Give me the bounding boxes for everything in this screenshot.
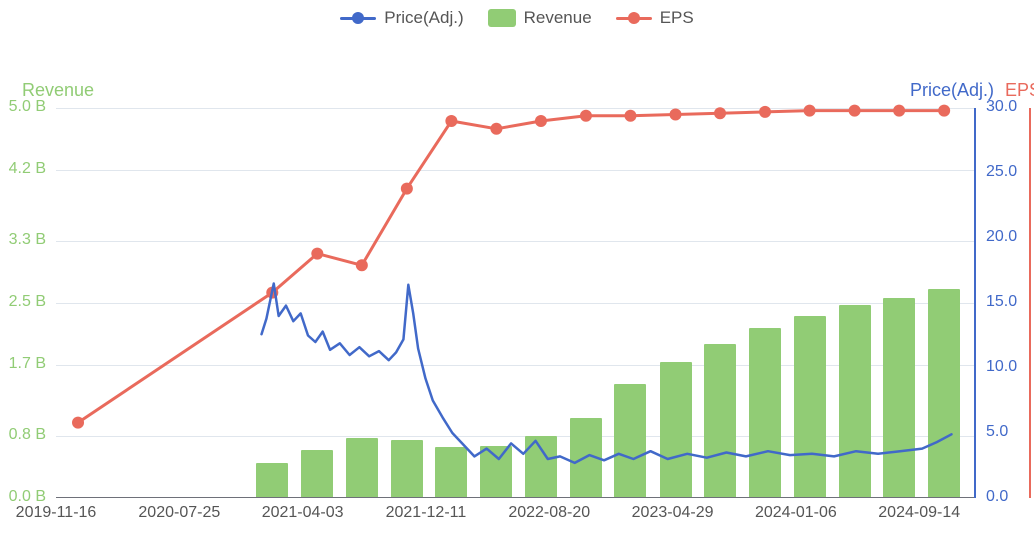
y-right-tick-label: 15.0 <box>986 293 1017 311</box>
y-left-tick-label: 5.0 B <box>9 98 46 116</box>
y-left-tick-label: 1.7 B <box>9 355 46 373</box>
legend-item-price[interactable]: Price(Adj.) <box>340 8 463 28</box>
legend-label: EPS <box>660 8 694 28</box>
x-tick-label: 2020-07-25 <box>138 504 220 522</box>
y-left-tick-label: 3.3 B <box>9 231 46 249</box>
eps-line-icon <box>616 17 652 20</box>
x-tick-label: 2019-11-16 <box>16 504 97 522</box>
x-tick-label: 2024-09-14 <box>878 504 960 522</box>
y-right-tick-label: 5.0 <box>986 423 1008 441</box>
x-tick-label: 2024-01-06 <box>755 504 837 522</box>
price-line-icon <box>340 17 376 20</box>
legend-label: Price(Adj.) <box>384 8 463 28</box>
x-labels: 2019-11-162020-07-252021-04-032021-12-11… <box>56 108 974 498</box>
x-tick-label: 2021-12-11 <box>386 504 467 522</box>
legend: Price(Adj.) Revenue EPS <box>0 8 1034 28</box>
x-tick-label: 2022-08-20 <box>508 504 590 522</box>
x-tick-label: 2023-04-29 <box>632 504 714 522</box>
revenue-bar-icon <box>488 9 516 27</box>
legend-label: Revenue <box>524 8 592 28</box>
y-left-tick-label: 2.5 B <box>9 293 46 311</box>
legend-item-eps[interactable]: EPS <box>616 8 694 28</box>
y-right-tick-label: 20.0 <box>986 228 1017 246</box>
y-left-tick-label: 0.8 B <box>9 426 46 444</box>
legend-item-revenue[interactable]: Revenue <box>488 8 592 28</box>
y-right-tick-label: 10.0 <box>986 358 1017 376</box>
x-axis-line <box>56 497 974 498</box>
y-right-tick-label: 30.0 <box>986 98 1017 116</box>
y-left-tick-label: 4.2 B <box>9 160 46 178</box>
y-right-tick-label: 25.0 <box>986 163 1017 181</box>
y-axis-title-price: Price(Adj.) <box>910 80 994 101</box>
financial-combo-chart: Price(Adj.) Revenue EPS Revenue Price(Ad… <box>0 0 1034 546</box>
plot-area: 0.0 B0.8 B1.7 B2.5 B3.3 B4.2 B5.0 B 0.05… <box>56 108 974 498</box>
y-right-tick-label: 0.0 <box>986 488 1008 506</box>
x-tick-label: 2021-04-03 <box>262 504 344 522</box>
